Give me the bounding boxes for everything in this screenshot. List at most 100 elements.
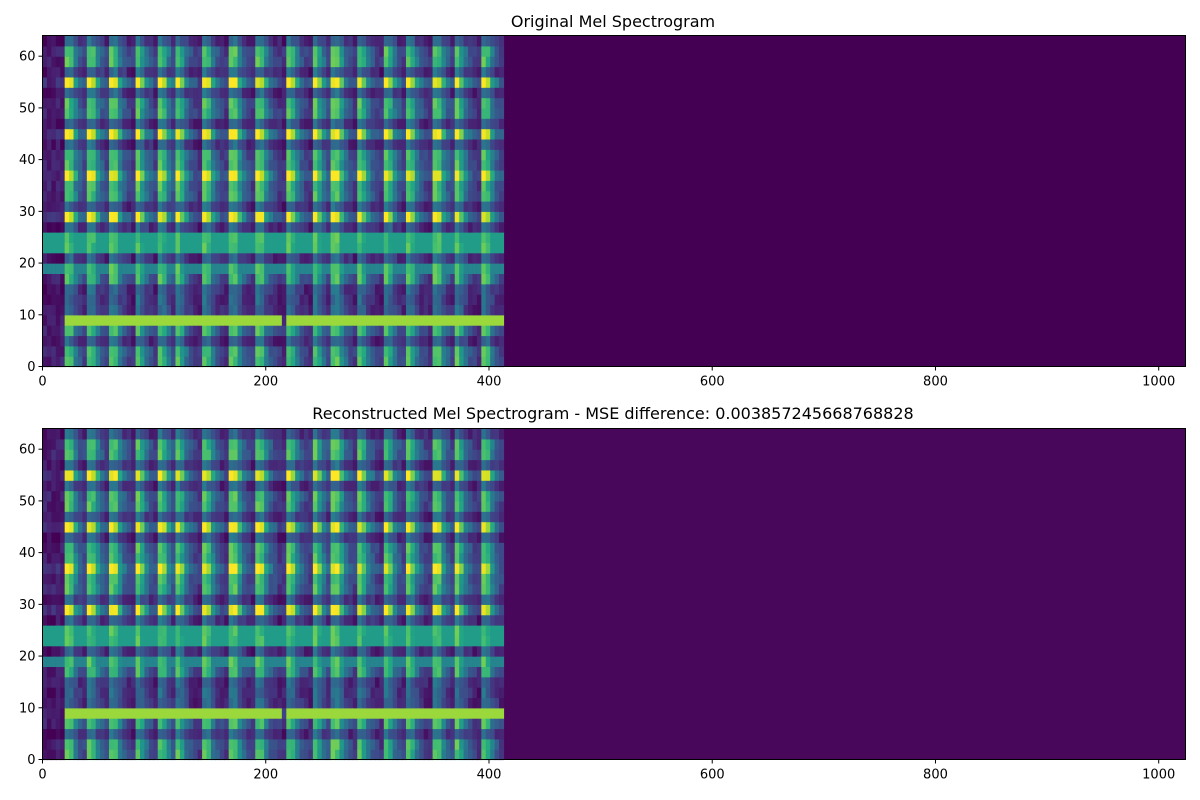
- spectrogram-cell: [379, 273, 385, 285]
- spectrogram-cell: [113, 201, 119, 212]
- spectrogram-cell: [264, 294, 270, 306]
- spectrogram-cell: [197, 304, 203, 316]
- spectrogram-cell: [224, 656, 230, 667]
- spectrogram-cell: [162, 562, 168, 574]
- spectrogram-cell: [233, 252, 239, 264]
- spectrogram-cell: [108, 531, 115, 543]
- spectrogram-cell: [197, 232, 203, 243]
- spectrogram-cell: [162, 190, 168, 202]
- spectrogram-cell: [117, 635, 123, 647]
- spectrogram-cell: [86, 635, 92, 647]
- spectrogram-cell: [64, 573, 70, 585]
- spectrogram-cell: [126, 149, 132, 161]
- spectrogram-cell: [42, 697, 48, 709]
- spectrogram-cell: [171, 76, 177, 88]
- spectrogram-cell: [140, 242, 146, 254]
- spectrogram-cell: [184, 294, 190, 306]
- spectrogram-cell: [157, 304, 163, 316]
- spectrogram-cell: [246, 707, 252, 719]
- spectrogram-cell: [481, 221, 487, 233]
- spectrogram-cell: [388, 325, 394, 337]
- spectrogram-cell: [144, 687, 150, 699]
- spectrogram-cell: [184, 521, 190, 533]
- spectrogram-cell: [414, 273, 420, 285]
- spectrogram-cell: [113, 604, 119, 616]
- spectrogram-cell: [388, 221, 394, 233]
- spectrogram-cell: [86, 356, 92, 368]
- spectrogram-cell: [490, 87, 496, 99]
- spectrogram-cell: [51, 469, 57, 481]
- spectrogram-cell: [144, 107, 150, 119]
- spectrogram-cell: [126, 283, 132, 295]
- spectrogram-cell: [397, 211, 403, 223]
- spectrogram-cell: [441, 201, 447, 212]
- spectrogram-cell: [122, 625, 128, 636]
- spectrogram-cell: [46, 614, 52, 626]
- spectrogram-cell: [153, 325, 159, 337]
- spectrogram-cell: [277, 138, 283, 150]
- spectrogram-cell: [228, 562, 234, 574]
- spectrogram-cell: [126, 314, 132, 326]
- spectrogram-cell: [100, 749, 106, 761]
- spectrogram-cell: [405, 273, 412, 285]
- spectrogram-cell: [126, 118, 132, 130]
- spectrogram-cell: [179, 666, 185, 678]
- spectrogram-cell: [441, 180, 447, 192]
- spectrogram-cell: [86, 35, 92, 47]
- spectrogram-cell: [392, 159, 398, 171]
- spectrogram-cell: [281, 87, 287, 99]
- spectrogram-cell: [117, 728, 123, 740]
- spectrogram-cell: [144, 480, 150, 492]
- spectrogram-cell: [42, 625, 48, 636]
- spectrogram-cell: [91, 221, 97, 233]
- spectrogram-cell: [304, 345, 310, 357]
- spectrogram-cell: [286, 314, 292, 326]
- spectrogram-cell: [140, 697, 146, 709]
- spectrogram-cell: [410, 149, 416, 161]
- spectrogram-cell: [51, 521, 57, 533]
- spectrogram-cell: [259, 149, 265, 161]
- spectrogram-cell: [117, 542, 123, 554]
- spectrogram-cell: [259, 521, 265, 533]
- spectrogram-cell: [91, 500, 97, 512]
- spectrogram-cell: [326, 190, 332, 202]
- spectrogram-cell: [55, 252, 61, 264]
- spectrogram-cell: [113, 573, 119, 585]
- spectrogram-cell: [77, 438, 83, 450]
- spectrogram-cell: [481, 87, 487, 99]
- spectrogram-cell: [250, 149, 256, 161]
- spectrogram-cell: [295, 169, 301, 181]
- spectrogram-cell: [86, 428, 92, 440]
- spectrogram-cell: [321, 87, 327, 99]
- spectrogram-cell: [250, 252, 256, 264]
- spectrogram-cell: [241, 263, 247, 274]
- spectrogram-cell: [215, 666, 221, 678]
- spectrogram-cell: [157, 552, 163, 564]
- spectrogram-cell: [326, 356, 332, 368]
- spectrogram-cell: [299, 335, 305, 347]
- spectrogram-cell: [144, 159, 150, 171]
- spectrogram-cell: [55, 107, 61, 119]
- spectrogram-cell: [432, 107, 438, 119]
- spectrogram-cell: [366, 283, 372, 295]
- spectrogram-cell: [175, 159, 181, 171]
- spectrogram-cell: [51, 232, 57, 243]
- spectrogram-cell: [104, 707, 110, 719]
- spectrogram-cell: [171, 449, 177, 461]
- spectrogram-cell: [60, 87, 66, 99]
- spectrogram-cell: [330, 35, 336, 47]
- spectrogram-cell: [423, 128, 429, 140]
- spectrogram-cell: [171, 718, 177, 730]
- spectrogram-cell: [414, 128, 420, 140]
- spectrogram-cell: [131, 687, 137, 699]
- spectrogram-cell: [140, 45, 146, 57]
- spectrogram-cell: [135, 201, 141, 212]
- spectrogram-cell: [122, 511, 128, 523]
- spectrogram-cell: [126, 128, 132, 140]
- spectrogram-cell: [317, 118, 323, 130]
- spectrogram-cell: [104, 190, 110, 202]
- spectrogram-cell: [264, 201, 270, 212]
- spectrogram-cell: [69, 356, 75, 368]
- spectrogram-cell: [224, 707, 230, 719]
- spectrogram-cell: [264, 459, 270, 471]
